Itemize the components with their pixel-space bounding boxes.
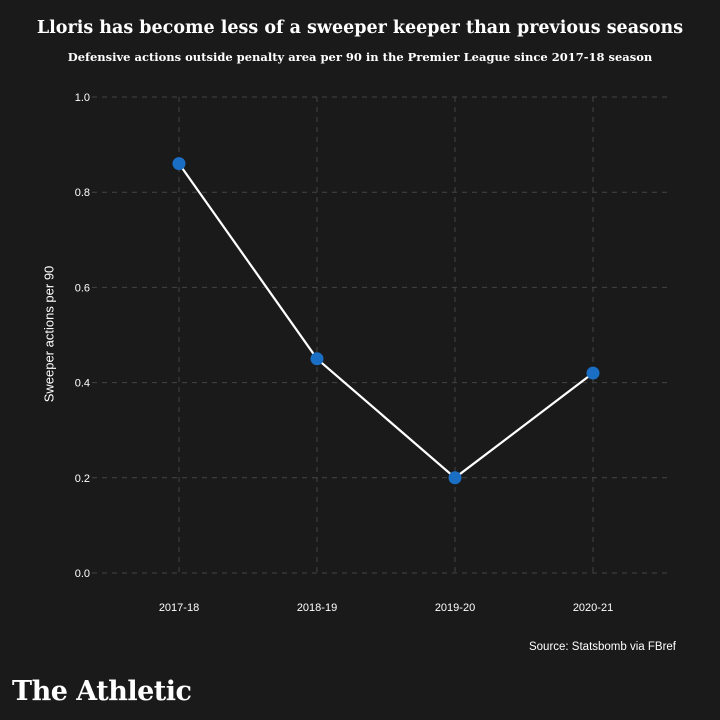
y-tick-label: 0.8 [75,187,90,199]
grid-lines [92,96,668,574]
series-line-layer [178,163,594,480]
x-tick-label: 2020-21 [573,602,613,614]
y-tick-label: 0.0 [75,568,90,580]
x-tick-label: 2017-18 [159,602,199,614]
chart-title: Lloris has become less of a sweeper keep… [36,18,684,38]
y-tick-label: 0.6 [75,282,90,294]
y-tick-label: 0.2 [75,473,90,485]
series-line [178,163,594,480]
x-tick-label: 2018-19 [297,602,337,614]
y-tick-label: 1.0 [75,92,90,104]
data-point [448,471,462,485]
x-tick-label: 2019-20 [435,602,475,614]
chart-subtitle: Defensive actions outside penalty area p… [67,50,653,64]
brand-logo: The Athletic [12,676,192,707]
x-axis-ticks: 2017-18 2018-19 2019-20 2020-21 [159,602,613,614]
data-points [172,157,600,485]
y-axis-ticks: 0.0 0.2 0.4 0.6 0.8 1.0 [75,92,90,580]
data-point [172,157,186,171]
data-point [586,366,600,380]
data-point [310,352,324,366]
y-tick-label: 0.4 [75,378,90,390]
source-note: Source: Statsbomb via FBref [528,641,676,653]
